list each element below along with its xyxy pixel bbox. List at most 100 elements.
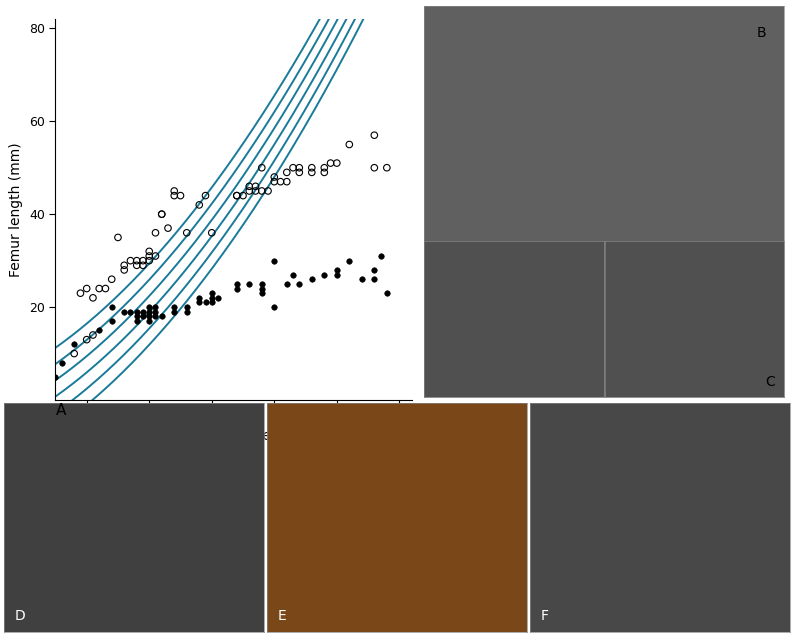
Point [256,186,268,196]
Point [356,274,368,284]
Point [118,265,131,275]
Point [105,316,118,326]
Point [199,297,211,307]
Point [68,349,81,359]
Point [318,167,330,177]
Point [249,181,262,191]
Point [143,307,155,317]
Point [149,228,162,238]
Point [280,177,293,187]
Point [256,163,268,173]
Point [124,255,137,265]
Point [131,255,143,265]
Point [243,186,256,196]
Point [131,316,143,326]
Point [287,269,299,279]
Point [375,251,387,261]
Point [105,274,118,284]
Point [318,163,330,173]
Point [343,255,356,265]
Point [330,269,343,279]
Point [368,163,381,173]
Point [261,186,274,196]
Point [168,190,181,201]
Point [143,311,155,321]
Point [155,311,168,321]
Point [86,293,99,303]
Point [131,307,143,317]
Point [230,190,243,201]
Point [205,288,218,298]
Point [368,265,381,275]
Point [143,251,155,261]
Point [168,186,181,196]
Point [280,167,293,177]
Point [243,279,256,289]
Point [74,288,87,298]
Point [86,330,99,340]
Point [287,163,299,173]
Point [293,279,306,289]
Point [168,302,181,312]
Point [137,255,150,265]
Point [93,325,105,335]
Point [105,302,118,312]
Point [324,158,337,168]
Point [243,181,256,191]
Text: A: A [55,403,66,418]
Point [343,140,356,150]
Point [230,190,243,201]
Point [55,358,68,368]
Point [211,293,224,303]
Point [293,163,306,173]
Point [149,251,162,261]
Point [274,177,287,187]
Point [268,255,280,265]
Point [368,130,381,140]
Point [256,283,268,293]
Point [380,163,393,173]
Point [193,200,206,210]
Point [318,269,330,279]
Point [149,302,162,312]
Point [118,260,131,271]
Point [181,228,193,238]
Point [68,339,81,349]
Point [112,232,124,243]
Point [330,265,343,275]
Point [237,190,249,201]
Text: D: D [14,609,25,623]
Text: C: C [765,375,775,389]
Point [80,335,93,345]
Point [193,293,206,303]
Point [306,167,318,177]
Point [256,288,268,298]
Point [205,228,218,238]
Text: F: F [540,609,548,623]
Point [181,302,193,312]
Point [93,283,105,293]
Point [268,302,280,312]
Point [306,274,318,284]
Point [280,279,293,289]
Point [118,307,131,317]
Point [230,283,243,293]
Point [256,279,268,289]
Point [143,302,155,312]
Point [155,209,168,219]
Point [268,172,280,182]
Point [143,316,155,326]
X-axis label: Gestational age (wk): Gestational age (wk) [162,429,306,443]
Point [162,223,174,233]
Y-axis label: Femur length (mm): Femur length (mm) [10,142,24,277]
Point [137,311,150,321]
Text: B: B [756,26,766,40]
Point [149,307,162,317]
Point [174,190,187,201]
Point [131,311,143,321]
Point [368,274,381,284]
Point [99,283,112,293]
Point [143,255,155,265]
Point [149,311,162,321]
Point [168,307,181,317]
